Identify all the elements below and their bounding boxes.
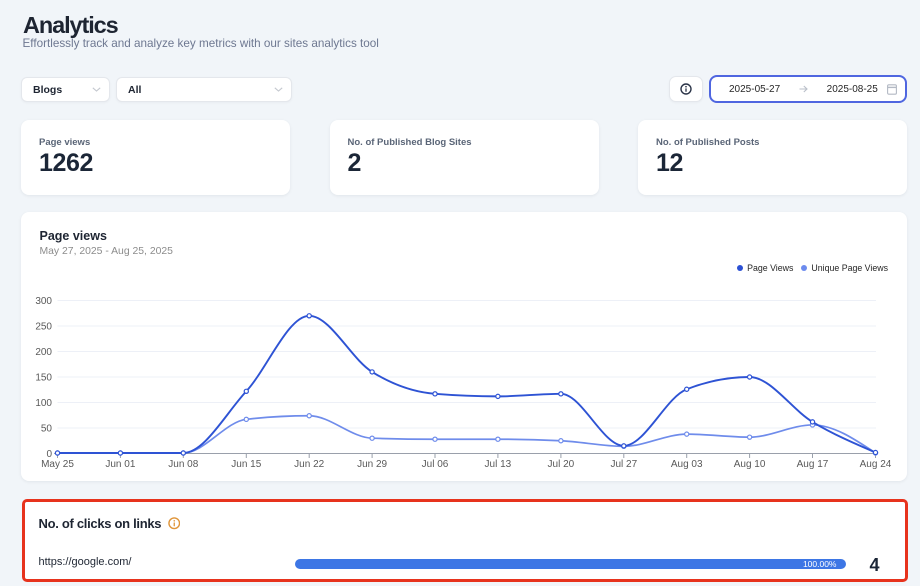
svg-text:150: 150: [35, 373, 52, 384]
svg-text:50: 50: [41, 424, 53, 435]
svg-text:Jun 29: Jun 29: [357, 459, 387, 470]
svg-text:0: 0: [46, 449, 52, 460]
svg-text:250: 250: [35, 322, 52, 333]
svg-text:Jul 20: Jul 20: [548, 459, 575, 470]
svg-text:Jun 01: Jun 01: [105, 459, 135, 470]
svg-text:May 25: May 25: [41, 459, 74, 470]
svg-text:Jun 15: Jun 15: [231, 459, 261, 470]
svg-text:100: 100: [35, 398, 52, 409]
svg-text:Jul 13: Jul 13: [485, 459, 512, 470]
svg-text:Aug 10: Aug 10: [734, 459, 766, 470]
svg-text:Jul 27: Jul 27: [610, 459, 637, 470]
svg-text:Aug 03: Aug 03: [671, 459, 703, 470]
svg-text:300: 300: [35, 296, 52, 307]
svg-text:Jul 06: Jul 06: [422, 459, 449, 470]
svg-text:Aug 24: Aug 24: [860, 459, 892, 470]
svg-text:200: 200: [35, 347, 52, 358]
svg-text:Jun 08: Jun 08: [168, 459, 198, 470]
svg-text:Aug 17: Aug 17: [797, 459, 829, 470]
svg-text:Jun 22: Jun 22: [294, 459, 324, 470]
